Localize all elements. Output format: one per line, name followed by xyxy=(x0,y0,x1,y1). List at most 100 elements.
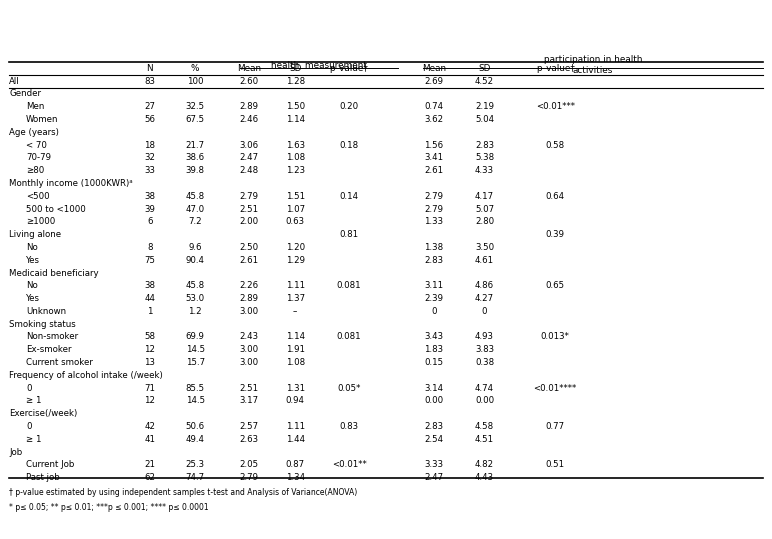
Text: 0.18: 0.18 xyxy=(340,141,359,150)
Text: 4.17: 4.17 xyxy=(475,192,494,201)
Text: 2.89: 2.89 xyxy=(239,294,259,303)
Text: 4.51: 4.51 xyxy=(475,435,494,444)
Text: 71: 71 xyxy=(144,384,155,392)
Text: p–value†: p–value† xyxy=(330,64,368,73)
Text: 0.83: 0.83 xyxy=(340,422,359,431)
Text: 0.05*: 0.05* xyxy=(337,384,361,392)
Text: 2.60: 2.60 xyxy=(239,77,259,86)
Text: 3.17: 3.17 xyxy=(239,396,259,405)
Text: 38.6: 38.6 xyxy=(186,154,205,162)
Text: 0.65: 0.65 xyxy=(546,281,565,291)
Text: 2.63: 2.63 xyxy=(239,435,259,444)
Text: 25.3: 25.3 xyxy=(186,460,205,469)
Text: 38: 38 xyxy=(144,192,155,201)
Text: 49.4: 49.4 xyxy=(186,435,205,444)
Text: %: % xyxy=(191,64,199,73)
Text: Men: Men xyxy=(26,102,44,111)
Text: Mean: Mean xyxy=(422,64,445,73)
Text: 4.86: 4.86 xyxy=(475,281,494,291)
Text: 14.5: 14.5 xyxy=(186,345,205,354)
Text: participation in health
activities: participation in health activities xyxy=(543,55,642,75)
Text: 32.5: 32.5 xyxy=(186,102,205,111)
Text: 2.05: 2.05 xyxy=(239,460,259,469)
Text: ≥ 1: ≥ 1 xyxy=(26,396,42,405)
Text: 0.00: 0.00 xyxy=(475,396,494,405)
Text: 1.63: 1.63 xyxy=(286,141,305,150)
Text: 2.80: 2.80 xyxy=(475,217,494,226)
Text: 1: 1 xyxy=(147,307,153,316)
Text: 2.79: 2.79 xyxy=(239,192,259,201)
Text: 50.6: 50.6 xyxy=(186,422,205,431)
Text: 27: 27 xyxy=(144,102,155,111)
Text: 12: 12 xyxy=(144,396,155,405)
Text: SD: SD xyxy=(479,64,491,73)
Text: 0.58: 0.58 xyxy=(546,141,565,150)
Text: 5.04: 5.04 xyxy=(475,115,494,124)
Text: † p-value estimated by using independent samples t-test and Analysis of Variance: † p-value estimated by using independent… xyxy=(9,488,357,497)
Text: 2.61: 2.61 xyxy=(424,166,443,175)
Text: 0.39: 0.39 xyxy=(546,230,565,239)
Text: 1.44: 1.44 xyxy=(286,435,305,444)
Text: 62: 62 xyxy=(144,473,155,482)
Text: 2.26: 2.26 xyxy=(239,281,259,291)
Text: 90.4: 90.4 xyxy=(186,255,205,265)
Text: 18: 18 xyxy=(144,141,155,150)
Text: 2.47: 2.47 xyxy=(424,473,443,482)
Text: 2.79: 2.79 xyxy=(239,473,259,482)
Text: 1.14: 1.14 xyxy=(286,115,305,124)
Text: 38: 38 xyxy=(144,281,155,291)
Text: 0.081: 0.081 xyxy=(337,333,361,341)
Text: 2.50: 2.50 xyxy=(239,243,259,252)
Text: 2.79: 2.79 xyxy=(424,205,443,213)
Text: 3.00: 3.00 xyxy=(239,345,259,354)
Text: 83: 83 xyxy=(144,77,155,86)
Text: 2.83: 2.83 xyxy=(475,141,494,150)
Text: p–value†: p–value† xyxy=(536,64,574,73)
Text: 2.39: 2.39 xyxy=(424,294,443,303)
Text: No: No xyxy=(26,281,38,291)
Text: * p≤ 0.05; ** p≤ 0.01; ***p ≤ 0.001; **** p≤ 0.0001: * p≤ 0.05; ** p≤ 0.01; ***p ≤ 0.001; ***… xyxy=(9,502,208,512)
Text: 0.63: 0.63 xyxy=(286,217,305,226)
Text: 2.47: 2.47 xyxy=(239,154,259,162)
Text: 85.5: 85.5 xyxy=(186,384,205,392)
Text: 3.62: 3.62 xyxy=(424,115,443,124)
Text: 41: 41 xyxy=(144,435,155,444)
Text: 1.23: 1.23 xyxy=(286,166,305,175)
Text: 1.08: 1.08 xyxy=(286,154,305,162)
Text: 0.14: 0.14 xyxy=(340,192,359,201)
Text: 21: 21 xyxy=(144,460,155,469)
Text: 3.83: 3.83 xyxy=(475,345,494,354)
Text: 39: 39 xyxy=(144,205,155,213)
Text: 58: 58 xyxy=(144,333,155,341)
Text: 0.74: 0.74 xyxy=(424,102,443,111)
Text: 21.7: 21.7 xyxy=(186,141,205,150)
Text: 6: 6 xyxy=(147,217,153,226)
Text: 3.11: 3.11 xyxy=(424,281,443,291)
Text: 4.43: 4.43 xyxy=(475,473,494,482)
Text: 3.14: 3.14 xyxy=(424,384,443,392)
Text: 44: 44 xyxy=(144,294,155,303)
Text: 13: 13 xyxy=(144,358,155,367)
Text: 2.43: 2.43 xyxy=(239,333,259,341)
Text: 0.081: 0.081 xyxy=(337,281,361,291)
Text: 2.00: 2.00 xyxy=(239,217,259,226)
Text: 2.51: 2.51 xyxy=(239,205,259,213)
Text: 1.2: 1.2 xyxy=(188,307,202,316)
Text: 12: 12 xyxy=(144,345,155,354)
Text: <0.01****: <0.01**** xyxy=(533,384,577,392)
Text: ≥1000: ≥1000 xyxy=(26,217,56,226)
Text: 3.43: 3.43 xyxy=(424,333,443,341)
Text: 2.54: 2.54 xyxy=(424,435,443,444)
Text: Non-smoker: Non-smoker xyxy=(26,333,78,341)
Text: 7.2: 7.2 xyxy=(188,217,202,226)
Text: 0.20: 0.20 xyxy=(340,102,359,111)
Text: 2.57: 2.57 xyxy=(239,422,259,431)
Text: 3.41: 3.41 xyxy=(424,154,443,162)
Text: 2.83: 2.83 xyxy=(424,255,443,265)
Text: 1.11: 1.11 xyxy=(286,281,305,291)
Text: 1.50: 1.50 xyxy=(286,102,305,111)
Text: 1.83: 1.83 xyxy=(424,345,443,354)
Text: 0.00: 0.00 xyxy=(424,396,443,405)
Text: 0.81: 0.81 xyxy=(340,230,359,239)
Text: 5.38: 5.38 xyxy=(475,154,494,162)
